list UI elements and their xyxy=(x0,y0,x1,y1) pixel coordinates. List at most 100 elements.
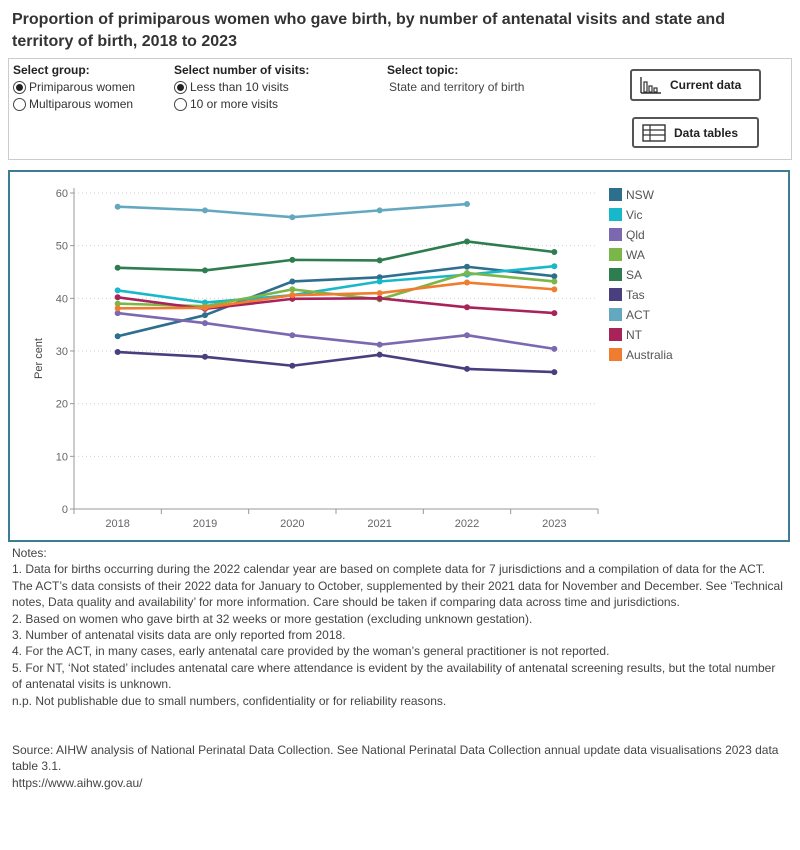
y-tick-label: 30 xyxy=(56,346,68,358)
legend-label-vic[interactable]: Vic xyxy=(626,208,642,222)
page-title: Proportion of primiparous women who gave… xyxy=(12,11,725,50)
data-point-nsw[interactable] xyxy=(551,273,558,280)
data-point-australia[interactable] xyxy=(551,286,558,293)
legend-swatch-sa[interactable] xyxy=(609,268,622,281)
series-line-australia[interactable] xyxy=(117,281,555,310)
legend-label-tas[interactable]: Tas xyxy=(626,288,645,302)
radio-multiparous[interactable]: Multiparous women xyxy=(13,97,133,111)
data-point-wa[interactable] xyxy=(114,300,121,307)
note-np: n.p. Not publishable due to small number… xyxy=(12,693,447,708)
chart-container: 0 10 20 30 40 50 60 2018 2019 2020 2021 2022 2023 Per… xyxy=(8,170,790,542)
legend-swatch-wa[interactable] xyxy=(609,248,622,261)
data-point-nsw[interactable] xyxy=(202,312,208,319)
data-point-nt[interactable] xyxy=(551,310,558,317)
data-point-tas[interactable] xyxy=(202,353,208,360)
data-point-act[interactable] xyxy=(114,203,121,210)
legend-label-wa[interactable]: WA xyxy=(626,248,645,262)
radio-less-than-10[interactable]: Less than 10 visits xyxy=(174,80,289,94)
data-point-tas[interactable] xyxy=(289,362,296,369)
radio-unselected-icon[interactable] xyxy=(174,97,187,111)
data-point-tas[interactable] xyxy=(376,351,383,358)
data-tables-button[interactable]: Data tables xyxy=(632,117,759,148)
filter-panel: Select group: Primiparous women Multipar… xyxy=(8,58,792,160)
radio-primiparous[interactable]: Primiparous women xyxy=(13,80,135,94)
radio-selected-icon[interactable] xyxy=(174,80,187,94)
y-tick-label: 50 xyxy=(56,241,68,253)
data-point-act[interactable] xyxy=(202,207,208,214)
current-data-label: Current data xyxy=(670,78,742,92)
data-point-tas[interactable] xyxy=(464,365,470,372)
data-point-act[interactable] xyxy=(376,207,383,214)
series-line-nsw[interactable] xyxy=(117,265,555,338)
legend-label-australia[interactable]: Australia xyxy=(626,348,673,362)
note-5: 5. For NT, ‘Not stated’ includes antenat… xyxy=(12,660,776,692)
data-point-qld[interactable] xyxy=(551,345,558,352)
data-point-wa[interactable] xyxy=(464,270,470,277)
legend-swatch-qld[interactable] xyxy=(609,228,622,241)
x-tick-label: 2022 xyxy=(455,518,479,530)
legend-swatch-nsw[interactable] xyxy=(609,188,622,201)
data-point-sa[interactable] xyxy=(289,256,296,263)
visits-label: Select number of visits: xyxy=(174,63,310,77)
data-point-australia[interactable] xyxy=(376,290,383,297)
data-point-vic[interactable] xyxy=(114,287,121,294)
note-3: 3. Number of antenatal visits data are o… xyxy=(12,628,346,643)
data-point-australia[interactable] xyxy=(289,292,296,299)
radio-10-or-more-label: 10 or more visits xyxy=(190,97,279,111)
bar-chart-icon xyxy=(640,77,661,94)
radio-unselected-icon[interactable] xyxy=(13,97,26,111)
legend-swatch-act[interactable] xyxy=(609,308,622,321)
data-point-qld[interactable] xyxy=(464,332,470,339)
data-point-qld[interactable] xyxy=(289,332,296,339)
data-point-vic[interactable] xyxy=(551,263,558,270)
data-point-qld[interactable] xyxy=(376,341,383,348)
y-tick-label: 0 xyxy=(62,504,68,516)
data-point-nsw[interactable] xyxy=(464,263,470,270)
data-point-sa[interactable] xyxy=(551,248,558,255)
data-point-wa[interactable] xyxy=(289,286,296,293)
data-point-sa[interactable] xyxy=(376,257,383,264)
data-point-sa[interactable] xyxy=(464,238,470,245)
series-line-sa[interactable] xyxy=(117,240,555,272)
legend-swatch-nt[interactable] xyxy=(609,328,622,341)
data-point-australia[interactable] xyxy=(114,305,121,312)
radio-selected-icon[interactable] xyxy=(13,80,26,94)
legend-swatch-vic[interactable] xyxy=(609,208,622,221)
data-point-wa[interactable] xyxy=(551,278,558,285)
data-point-nsw[interactable] xyxy=(376,274,383,281)
data-point-tas[interactable] xyxy=(551,369,558,376)
topic-value[interactable]: State and territory of birth xyxy=(389,80,525,94)
data-point-sa[interactable] xyxy=(114,264,121,271)
legend-label-nt[interactable]: NT xyxy=(626,328,643,342)
data-point-nsw[interactable] xyxy=(114,333,121,340)
legend-swatch-tas[interactable] xyxy=(609,288,622,301)
legend-label-nsw[interactable]: NSW xyxy=(626,188,655,202)
data-point-nt[interactable] xyxy=(376,295,383,302)
series-line-qld[interactable] xyxy=(117,311,555,351)
legend-label-act[interactable]: ACT xyxy=(626,308,651,322)
data-point-nt[interactable] xyxy=(464,304,470,311)
source-url[interactable]: https://www.aihw.gov.au/ xyxy=(12,775,143,790)
radio-10-or-more[interactable]: 10 or more visits xyxy=(174,97,278,111)
data-tables-label: Data tables xyxy=(674,125,739,140)
data-point-qld[interactable] xyxy=(114,310,121,317)
series-line-tas[interactable] xyxy=(117,350,555,374)
data-point-act[interactable] xyxy=(464,201,470,208)
legend-swatch-australia[interactable] xyxy=(609,348,622,361)
data-point-vic[interactable] xyxy=(376,278,383,285)
data-point-qld[interactable] xyxy=(202,320,208,327)
data-point-nsw[interactable] xyxy=(289,278,296,285)
data-point-sa[interactable] xyxy=(202,267,208,274)
series-line-wa[interactable] xyxy=(117,271,555,308)
data-point-australia[interactable] xyxy=(464,279,470,286)
legend-label-sa[interactable]: SA xyxy=(626,268,642,282)
data-point-nt[interactable] xyxy=(114,294,121,301)
data-point-australia[interactable] xyxy=(202,304,208,311)
data-point-tas[interactable] xyxy=(114,349,121,356)
group-label: Select group: xyxy=(13,63,90,77)
current-data-button[interactable]: Current data xyxy=(630,69,761,101)
source-text: Source: AIHW analysis of National Perina… xyxy=(12,743,779,774)
data-point-act[interactable] xyxy=(289,214,296,221)
legend-label-qld[interactable]: Qld xyxy=(626,228,645,242)
note-1: 1. Data for births occurring during the … xyxy=(12,562,783,610)
